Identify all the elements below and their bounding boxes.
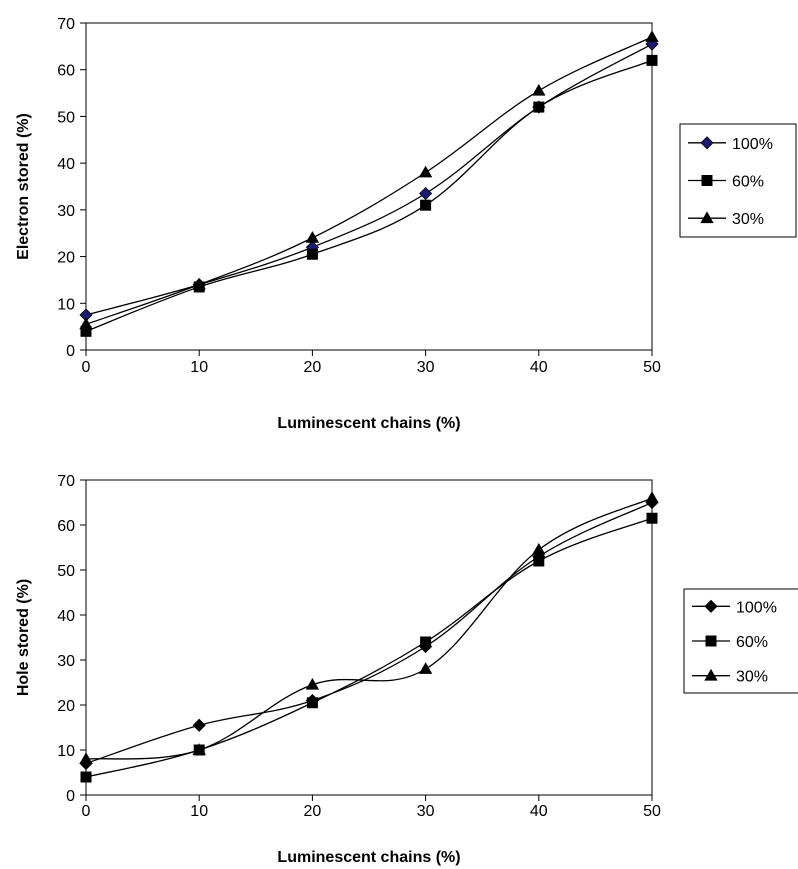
y-tick-label: 10 [57,743,75,760]
series-30pct [79,30,659,330]
x-tick-label: 20 [304,359,322,376]
data-point-triangle [532,542,546,555]
x-tick-label: 20 [304,803,322,820]
data-point-square [646,512,658,524]
legend-marker-triangle [704,668,718,681]
data-point-triangle [79,317,93,330]
x-tick-label: 30 [417,803,435,820]
data-point-triangle [79,752,93,764]
data-point-triangle [192,743,206,755]
series-60pct [80,512,658,783]
y-tick-label: 0 [66,343,75,360]
x-tick-label: 40 [530,803,548,820]
y-tick-label: 30 [57,653,75,670]
data-point-diamond [192,718,206,732]
data-point-triangle [418,165,433,178]
series-line [85,36,653,325]
data-point-square [646,54,658,66]
data-point-diamond [419,186,433,201]
data-point-square [306,697,318,709]
series-line [85,497,653,760]
y-tick-label: 0 [66,788,75,805]
legend-label: 30% [736,669,768,686]
y-axis-title: Hole stored (%) [15,579,32,696]
data-point-triangle [192,277,206,290]
legend-marker-square [705,635,717,647]
legend: 100% 60% 30% [679,123,797,238]
legend-marker-diamond [700,136,714,150]
series-line [85,59,653,332]
y-tick-label: 50 [57,563,75,580]
plot-area [85,22,653,351]
data-point-triangle [418,662,433,674]
data-point-triangle [305,231,320,243]
x-axis-title: Luminescent chains (%) [277,849,460,866]
data-point-triangle [532,83,546,96]
x-tick-label: 40 [530,359,548,376]
y-tick-label: 50 [57,109,75,126]
electron-chart: 0 10 20 30 40 50 60 70 0 10 20 30 40 50 Luminescent ch… [15,16,797,432]
y-tick-label: 70 [57,16,75,33]
legend-marker-triangle [700,211,714,224]
y-tick-label: 20 [57,250,75,267]
x-tick-label: 50 [643,803,661,820]
series-100pct [79,37,659,322]
data-point-square [533,555,545,567]
data-point-square [533,101,545,113]
data-point-triangle [645,30,659,42]
data-point-triangle [645,491,659,503]
x-tick-label: 0 [82,803,91,820]
data-point-square [306,248,318,260]
series-100pct [79,495,659,771]
y-tick-label: 40 [57,608,75,625]
data-point-square [420,199,432,211]
x-tick-label: 30 [417,359,435,376]
x-axis-title: Luminescent chains (%) [277,415,460,432]
legend-label: 60% [736,634,768,651]
series-line [85,517,653,778]
y-tick-label: 60 [57,63,75,80]
y-tick-label: 60 [57,518,75,535]
data-point-triangle [305,677,320,690]
x-tick-label: 10 [190,359,208,376]
series-30pct [79,491,659,764]
y-tick-label: 30 [57,203,75,220]
legend-label: 100% [732,136,773,153]
y-tick-label: 10 [57,296,75,313]
x-tick-label: 10 [190,803,208,820]
x-tick-label: 50 [643,359,661,376]
legend-marker-diamond [704,599,718,613]
series-line [85,501,653,765]
x-tick-label: 0 [82,359,91,376]
y-tick-label: 40 [57,156,75,173]
hole-chart: 0 10 20 30 40 50 60 70 0 10 20 30 40 50 Luminescent ch… [15,473,798,866]
data-point-square [80,771,92,783]
y-tick-label: 70 [57,473,75,490]
legend: 100% 60% 30% [683,588,798,694]
data-point-square [420,636,432,648]
legend-label: 30% [732,211,764,228]
legend-label: 100% [736,599,777,616]
y-tick-label: 20 [57,698,75,715]
legend-marker-square [701,174,713,186]
plot-area [85,479,653,796]
y-axis-title: Electron stored (%) [15,113,32,260]
legend-label: 60% [732,174,764,191]
series-line [85,43,653,316]
